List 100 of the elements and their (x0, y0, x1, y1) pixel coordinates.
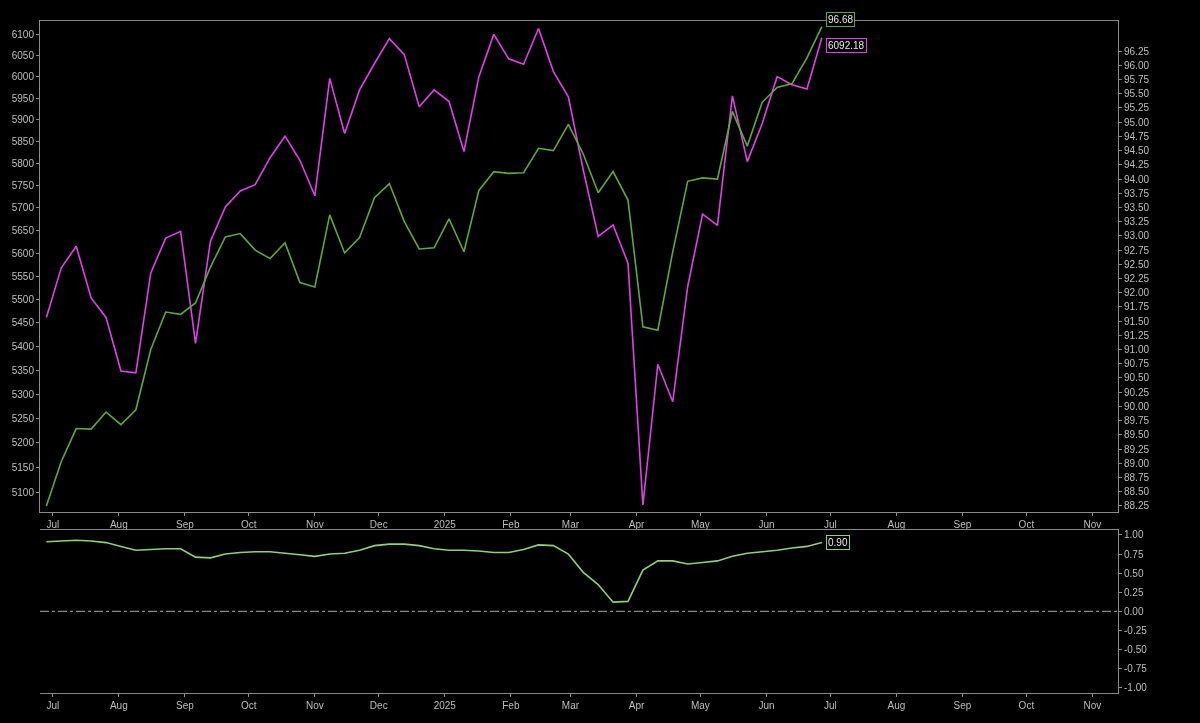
x-tick-label: Jul (46, 700, 60, 711)
y-tick-label: 5600 (11, 247, 35, 259)
x-tick-label: Aug (887, 518, 906, 530)
y2-tick-label: 95.50 (1124, 88, 1150, 100)
y2-tick-label: 0.25 (1124, 586, 1144, 598)
y2-tick-label: 94.50 (1124, 145, 1150, 157)
x-tick-label: Apr (628, 700, 645, 711)
y2-tick-label: 94.75 (1124, 130, 1150, 142)
y2-tick-label: 96.00 (1124, 59, 1150, 71)
x-tick-label: Feb (502, 700, 520, 711)
x-tick-label: May (690, 518, 710, 530)
y2-tick-label: 89.25 (1124, 443, 1150, 455)
y2-tick-label: 90.75 (1124, 358, 1150, 370)
y-tick-label: 5850 (11, 135, 35, 147)
x-tick-label: Jul (46, 518, 60, 530)
x-tick-label: Oct (1018, 518, 1035, 530)
y-tick-label: 5550 (11, 270, 35, 282)
y2-tick-label: 94.00 (1124, 173, 1150, 185)
y2-tick-label: 95.75 (1124, 74, 1150, 86)
x-tick-label: Aug (887, 700, 906, 711)
y-tick-label: 5250 (11, 412, 35, 424)
y-tick-label: 5300 (11, 388, 35, 400)
line-series (45, 539, 823, 603)
y-tick-label: 5650 (11, 224, 35, 236)
x-tick-label: Sep (953, 700, 972, 711)
x-tick-label: Nov (1083, 700, 1102, 711)
y-tick-label: 5500 (11, 293, 35, 305)
y2-tick-label: 95.25 (1124, 102, 1150, 114)
y2-tick-label: 91.00 (1124, 344, 1150, 356)
y-tick-label: 5350 (11, 364, 35, 376)
y2-tick-label: 0.75 (1124, 548, 1144, 560)
y-tick-label: 5700 (11, 202, 35, 214)
x-tick-label: Nov (305, 700, 324, 711)
y-tick-label: 6100 (11, 28, 35, 40)
x-tick-label: 2025 (433, 518, 457, 530)
y2-tick-label: 92.00 (1124, 287, 1150, 299)
x-tick-label: Jul (823, 518, 837, 530)
x-tick-label: Aug (109, 700, 128, 711)
y2-tick-label: 90.25 (1124, 386, 1150, 398)
y2-tick-label: 89.75 (1124, 415, 1150, 427)
y-tick-label: 5200 (11, 437, 35, 449)
y2-tick-label: 93.50 (1124, 201, 1150, 213)
y2-tick-label: -0.50 (1124, 643, 1148, 655)
y2-tick-label: 0.00 (1124, 605, 1144, 617)
y2-tick-label: 93.00 (1124, 230, 1150, 242)
x-tick-label: Sep (175, 518, 195, 530)
y-tick-label: 6050 (11, 49, 35, 61)
y-tick-label: 5150 (11, 461, 35, 473)
data-label: 96.68 (828, 14, 854, 25)
x-tick-label: Dec (369, 518, 388, 530)
y2-tick-label: 95.00 (1124, 116, 1150, 128)
x-tick-label: Sep (953, 518, 972, 530)
x-tick-label: Nov (305, 518, 324, 530)
y2-tick-label: 90.50 (1124, 372, 1150, 384)
y2-tick-label: 92.75 (1124, 244, 1150, 256)
y2-tick-label: -1.00 (1124, 682, 1148, 694)
y2-tick-label: 88.25 (1124, 500, 1150, 512)
x-tick-label: Mar (561, 518, 580, 530)
y2-tick-label: 1.00 (1124, 529, 1144, 541)
y2-tick-label: 93.75 (1124, 187, 1150, 199)
x-tick-label: Feb (502, 518, 520, 530)
x-tick-label: May (690, 700, 710, 711)
x-tick-label: 2025 (433, 700, 457, 711)
x-tick-label: Nov (1083, 518, 1102, 530)
y-tick-label: 6000 (11, 71, 35, 83)
y2-tick-label: -0.25 (1124, 624, 1148, 636)
y-tick-label: 5800 (11, 157, 35, 169)
y-tick-label: 5450 (11, 317, 35, 329)
y2-tick-label: 91.50 (1124, 315, 1150, 327)
data-label: 0.90 (828, 537, 848, 548)
y2-tick-label: -0.75 (1124, 663, 1148, 675)
x-tick-label: Mar (561, 700, 580, 711)
y2-tick-label: 91.25 (1124, 329, 1150, 341)
y2-tick-label: 0.50 (1124, 567, 1144, 579)
y2-tick-label: 92.25 (1124, 273, 1150, 284)
x-tick-label: Apr (628, 518, 645, 530)
y2-tick-label: 88.75 (1124, 471, 1150, 483)
y-tick-label: 5900 (11, 114, 35, 126)
y-tick-label: 5750 (11, 180, 35, 192)
x-tick-label: Oct (1018, 700, 1035, 711)
y2-tick-label: 93.25 (1124, 216, 1150, 228)
x-tick-label: Oct (241, 518, 257, 530)
y2-tick-label: 89.00 (1124, 457, 1150, 469)
y-tick-label: 5100 (11, 486, 35, 498)
data-label: 6092.18 (828, 40, 865, 51)
y2-tick-label: 90.00 (1124, 400, 1150, 412)
x-tick-label: Sep (175, 700, 195, 711)
y2-tick-label: 94.25 (1124, 159, 1150, 171)
x-tick-label: Oct (241, 700, 257, 711)
y2-tick-label: 89.50 (1124, 429, 1150, 441)
y-tick-label: 5950 (11, 92, 35, 104)
y-tick-label: 5400 (11, 340, 35, 352)
y2-tick-label: 88.50 (1124, 486, 1150, 498)
y2-tick-label: 92.50 (1124, 258, 1150, 270)
y2-tick-label: 96.25 (1124, 45, 1150, 57)
x-tick-label: Jun (758, 700, 775, 711)
x-tick-label: Jun (758, 518, 775, 530)
y2-tick-label: 91.75 (1124, 301, 1150, 313)
x-tick-label: Jul (823, 700, 837, 711)
x-tick-label: Dec (369, 700, 388, 711)
